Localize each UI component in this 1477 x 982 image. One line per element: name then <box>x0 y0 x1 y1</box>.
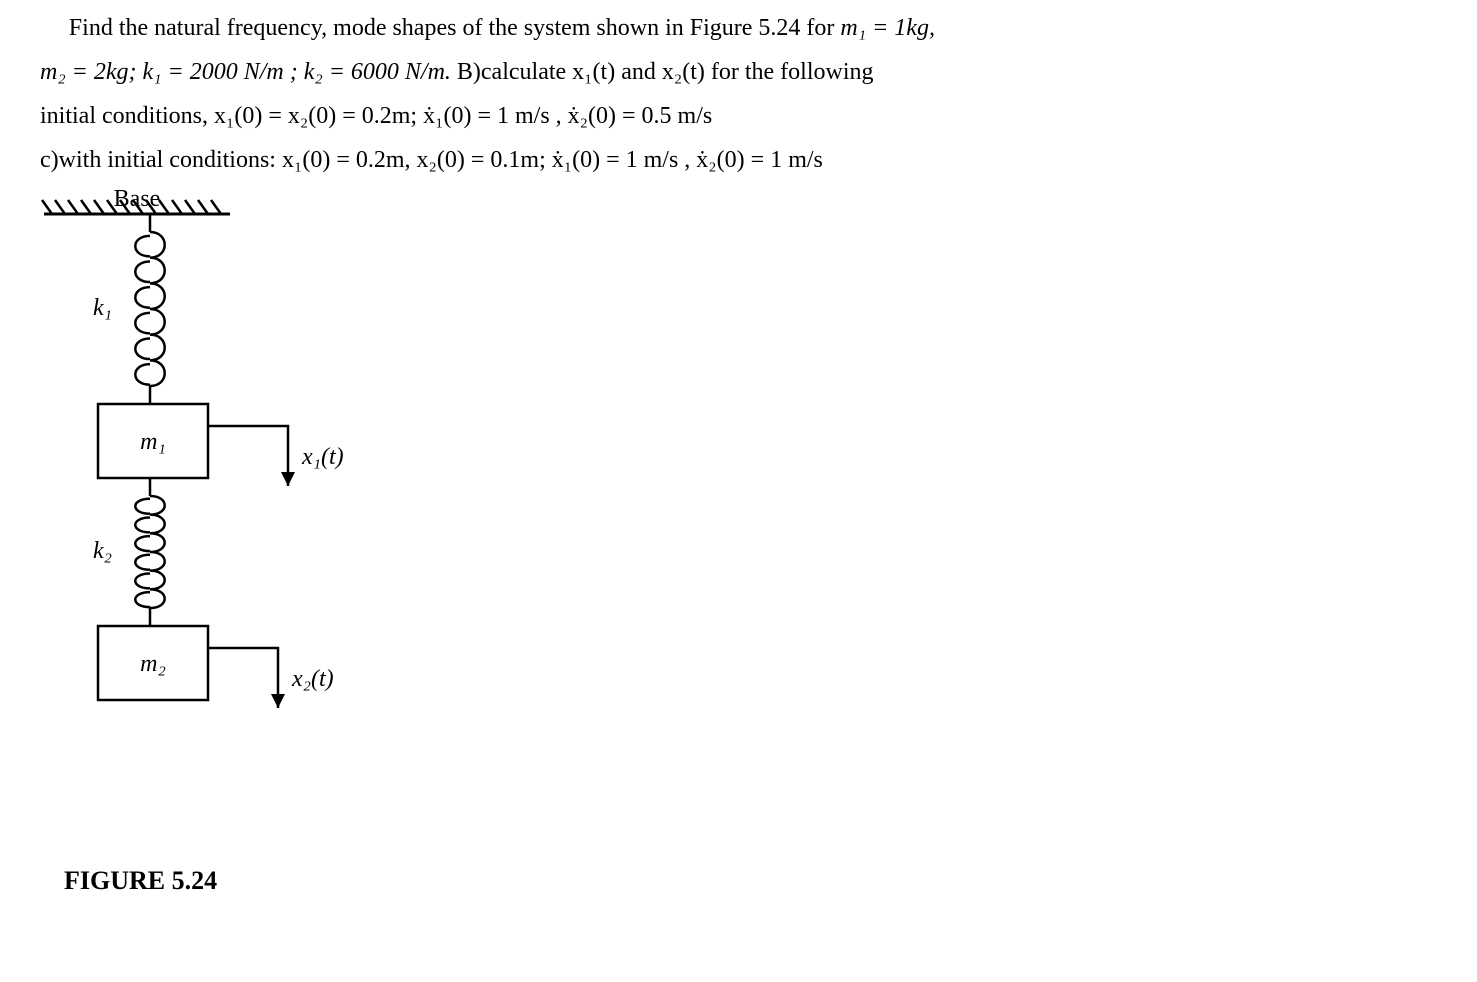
svg-text:m₂: m₂ <box>140 651 166 677</box>
math: m₁ = 1kg, <box>840 15 935 41</box>
problem-line-4: c)with initial conditions: x₁(0) = 0.2m,… <box>40 142 1437 178</box>
text: initial conditions, x₁(0) = x₂(0) = 0.2m… <box>40 103 712 129</box>
math: m₂ = 2kg; k₁ = 2000 N/m ; k₂ = 6000 N/m. <box>40 59 457 85</box>
svg-text:k₁: k₁ <box>93 295 112 321</box>
svg-text:m₁: m₁ <box>140 429 166 455</box>
text: c)with initial conditions: x₁(0) = 0.2m,… <box>40 147 823 173</box>
svg-text:Base: Base <box>114 186 161 212</box>
text: B)calculate x₁(t) and x₂(t) for the foll… <box>457 59 874 85</box>
page: Find the natural frequency, mode shapes … <box>0 0 1477 982</box>
figure-caption: FIGURE 5.24 <box>64 861 370 900</box>
problem-line-3: initial conditions, x₁(0) = x₂(0) = 0.2m… <box>40 98 1437 134</box>
svg-text:x₁(t): x₁(t) <box>301 444 344 470</box>
text: Find the natural frequency, mode shapes … <box>69 15 841 41</box>
figure-block: Base k₁ m₁ x₁(t) k₂ m₂ x₂(t) FIGURE 5.24 <box>40 186 1437 900</box>
figure-column: Base k₁ m₁ x₁(t) k₂ m₂ x₂(t) FIGURE 5.24 <box>40 186 370 900</box>
figure-diagram: Base k₁ m₁ x₁(t) k₂ m₂ x₂(t) <box>40 186 370 846</box>
svg-text:k₂: k₂ <box>93 538 112 564</box>
problem-line-2: m₂ = 2kg; k₁ = 2000 N/m ; k₂ = 6000 N/m.… <box>40 54 1437 90</box>
svg-text:x₂(t): x₂(t) <box>291 666 334 692</box>
problem-line-1: Find the natural frequency, mode shapes … <box>40 10 1437 46</box>
